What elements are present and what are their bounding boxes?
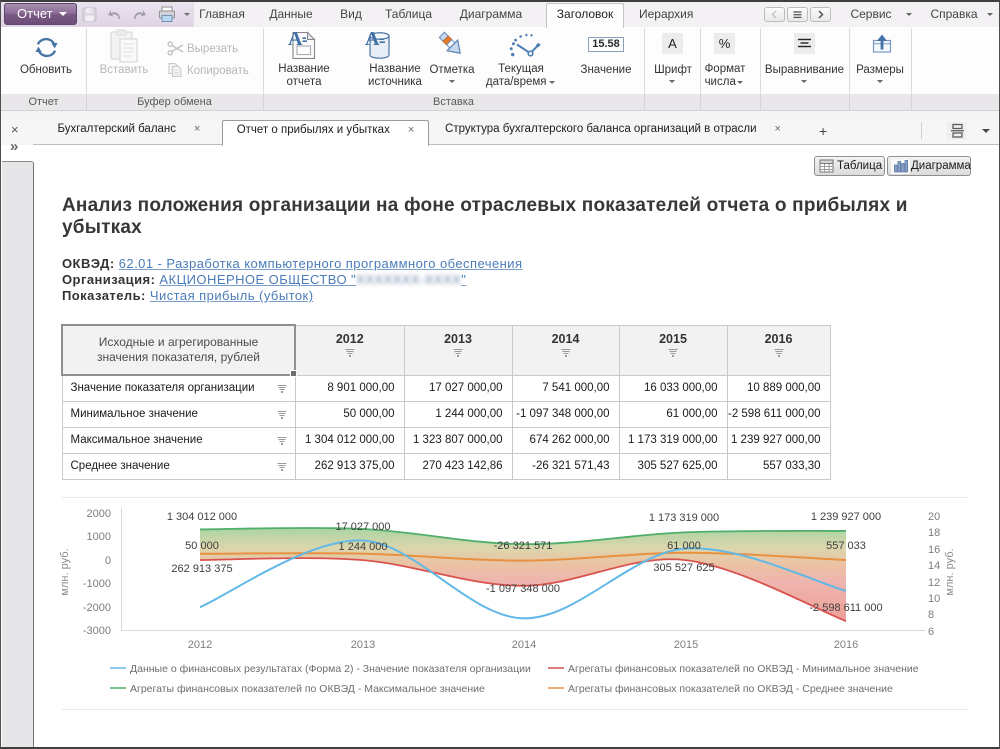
svg-text:6: 6: [928, 626, 934, 638]
svg-text:1 304 012 000: 1 304 012 000: [167, 511, 237, 523]
svg-text:262 913 375: 262 913 375: [171, 563, 232, 575]
svg-text:A: A: [365, 29, 380, 50]
svg-text:557 033: 557 033: [826, 540, 866, 552]
svg-text:млн. руб.: млн. руб.: [944, 548, 956, 595]
svg-text:-2 598 611 000: -2 598 611 000: [809, 602, 882, 614]
svg-text:1000: 1000: [87, 531, 111, 543]
svg-text:18: 18: [928, 527, 940, 539]
svg-text:12: 12: [928, 577, 940, 589]
svg-text:-26 321 571: -26 321 571: [494, 540, 553, 552]
svg-text:61 000: 61 000: [667, 540, 701, 552]
svg-text:1 173 319 000: 1 173 319 000: [649, 512, 719, 524]
svg-text:-3000: -3000: [83, 625, 111, 637]
svg-text:10: 10: [928, 593, 940, 605]
svg-text:2012: 2012: [188, 639, 212, 651]
svg-text:Агрегаты финансовых показателе: Агрегаты финансовых показателей по ОКВЭД…: [568, 663, 919, 675]
svg-text:1 244 000: 1 244 000: [339, 541, 388, 553]
svg-text:-1000: -1000: [83, 578, 111, 590]
svg-text:Данные о финансовых результата: Данные о финансовых результатах (Форма 2…: [130, 663, 531, 675]
svg-text:2014: 2014: [512, 639, 536, 651]
svg-text:0: 0: [105, 555, 111, 567]
svg-text:20: 20: [928, 511, 940, 523]
svg-text:млн. руб.: млн. руб.: [59, 548, 71, 595]
svg-text:1 239 927 000: 1 239 927 000: [811, 511, 881, 523]
svg-text:A: A: [288, 29, 303, 50]
svg-text:8: 8: [928, 609, 934, 621]
svg-text:50 000: 50 000: [185, 540, 219, 552]
svg-text:17 027 000: 17 027 000: [335, 521, 390, 533]
svg-text:2015: 2015: [674, 639, 698, 651]
svg-text:-1 097 348 000: -1 097 348 000: [486, 583, 560, 595]
svg-text:-2000: -2000: [83, 602, 111, 614]
svg-text:16: 16: [928, 544, 940, 556]
svg-text:14: 14: [928, 560, 940, 572]
svg-text:Агрегаты финансовых показателе: Агрегаты финансовых показателей по ОКВЭД…: [130, 683, 485, 695]
svg-text:2016: 2016: [834, 639, 858, 651]
svg-text:305 527 625: 305 527 625: [653, 562, 714, 574]
svg-text:2000: 2000: [87, 508, 111, 520]
svg-text:2013: 2013: [351, 639, 375, 651]
svg-text:Агрегаты финансовых показателе: Агрегаты финансовых показателей по ОКВЭД…: [568, 683, 893, 695]
